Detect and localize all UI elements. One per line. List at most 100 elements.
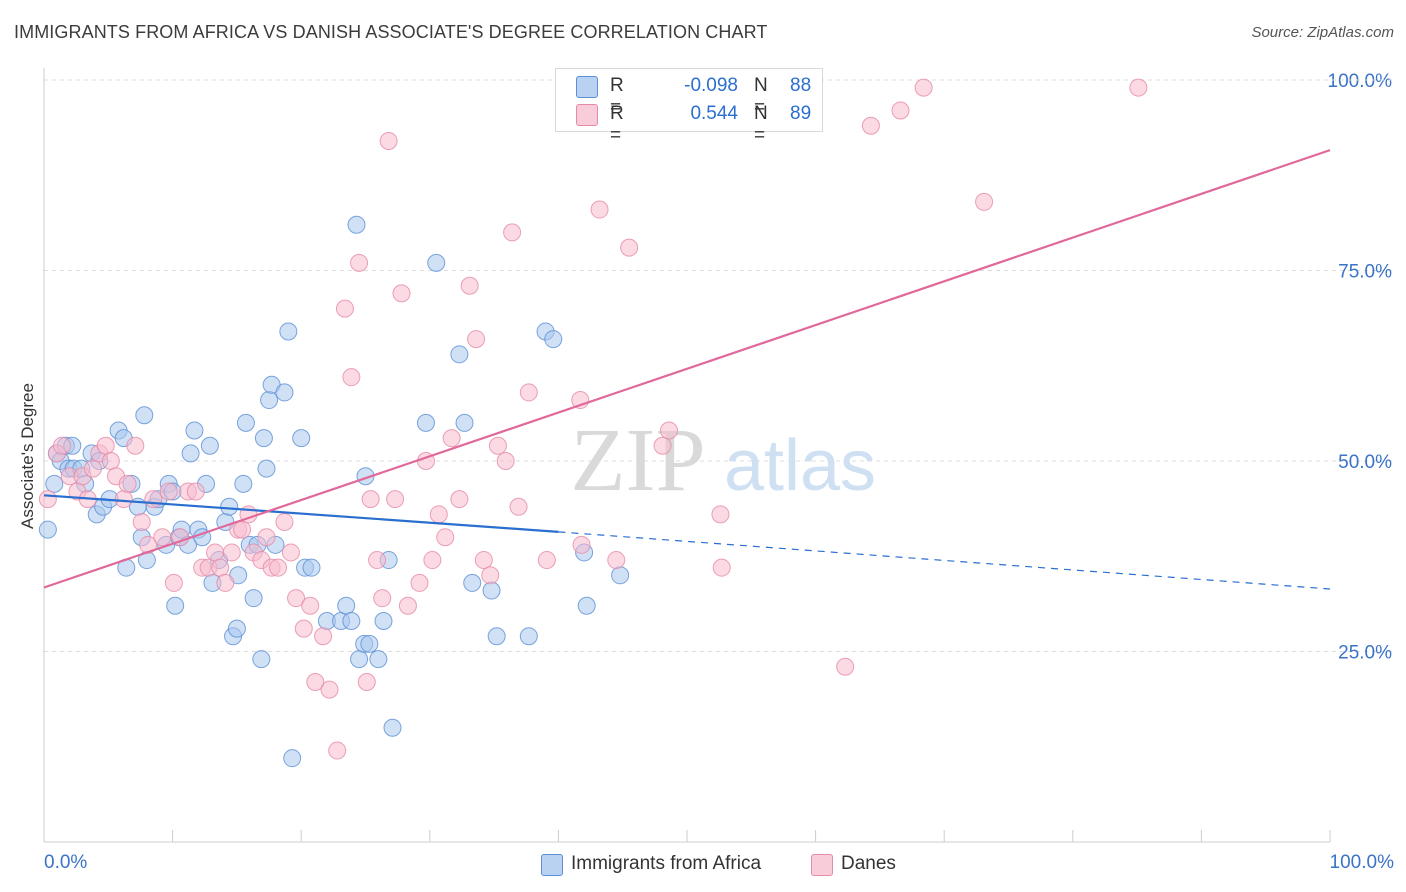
watermark-atlas: atlas	[724, 426, 876, 506]
danes-point	[423, 551, 442, 570]
africa-point	[234, 474, 253, 493]
danes-point	[653, 436, 672, 455]
danes-point	[294, 619, 313, 638]
danes-point	[503, 223, 522, 242]
danes-point	[320, 680, 339, 699]
africa-point	[220, 497, 239, 516]
africa-point	[283, 749, 302, 768]
danes-point	[386, 490, 405, 509]
danes-point	[392, 284, 411, 303]
danes-point	[467, 330, 486, 349]
africa-point	[227, 619, 246, 638]
danes-point	[357, 672, 376, 691]
africa-point	[463, 573, 482, 592]
africa-point	[257, 459, 276, 478]
africa-point	[455, 413, 474, 432]
africa-point	[45, 474, 64, 493]
danes-point	[153, 528, 172, 547]
danes-point	[410, 573, 429, 592]
africa-point	[374, 612, 393, 631]
africa-point	[244, 589, 263, 608]
danes-point	[450, 490, 469, 509]
danes-point	[335, 299, 354, 318]
africa-point	[482, 581, 501, 600]
danes-point	[206, 543, 225, 562]
danes-point	[164, 573, 183, 592]
africa-point	[487, 627, 506, 646]
danes-point	[607, 551, 626, 570]
africa-point	[279, 322, 298, 341]
danes-point	[314, 627, 333, 646]
danes-point	[460, 276, 479, 295]
danes-point	[861, 116, 880, 135]
x-tick-label-max: 100.0%	[1329, 852, 1394, 873]
danes-point	[659, 421, 678, 440]
danes-point	[287, 589, 306, 608]
danes-point	[328, 741, 347, 760]
chart-title: IMMIGRANTS FROM AFRICA VS DANISH ASSOCIA…	[14, 22, 768, 42]
africa-point	[577, 596, 596, 615]
africa-point	[383, 718, 402, 737]
danes-point	[132, 512, 151, 531]
danes-point	[301, 596, 320, 615]
africa-point	[252, 650, 271, 669]
africa-point	[360, 634, 379, 653]
stats-legend: R = -0.098 N = 88 R = 0.544 N = 89	[555, 68, 823, 146]
danes-point	[83, 459, 102, 478]
africa-point	[342, 612, 361, 631]
danes-point	[118, 474, 137, 493]
africa-point	[337, 596, 356, 615]
danes-point	[398, 596, 417, 615]
legend-r-value: 0.544	[690, 103, 738, 124]
africa-point	[275, 383, 294, 402]
danes-point	[342, 368, 361, 387]
danes-point	[96, 436, 115, 455]
africa-point	[427, 253, 446, 272]
danes-point	[101, 452, 120, 470]
africa-point	[135, 406, 154, 425]
danes-point	[891, 101, 910, 120]
danes-point	[442, 429, 461, 448]
danes-trend-line	[43, 149, 1331, 589]
africa-point	[302, 558, 321, 577]
danes-point	[139, 535, 158, 554]
danes-point	[481, 566, 500, 585]
danes-point	[306, 672, 325, 691]
bottom-legend-swatch-pink	[811, 854, 833, 876]
danes-point	[222, 543, 241, 562]
danes-point	[159, 482, 178, 501]
africa-point	[200, 436, 219, 455]
bottom-legend-swatch-blue	[541, 854, 563, 876]
danes-point	[368, 551, 387, 570]
africa-point	[350, 650, 369, 669]
legend-swatch-pink	[576, 104, 598, 126]
danes-point	[257, 528, 276, 547]
danes-point	[1129, 78, 1148, 97]
africa-trend-line	[43, 494, 559, 533]
africa-point	[292, 429, 311, 448]
danes-point	[216, 573, 235, 592]
x-tick-label-min: 0.0%	[44, 852, 88, 873]
danes-point	[126, 436, 145, 455]
y-tick-label: 100.0%	[1328, 71, 1393, 92]
y-tick-label: 75.0%	[1338, 262, 1392, 283]
africa-point	[519, 627, 538, 646]
danes-point	[836, 657, 855, 676]
y-tick-label: 25.0%	[1338, 643, 1392, 664]
legend-n-label: N =	[754, 75, 768, 118]
danes-point	[914, 78, 933, 97]
chart-source: Source: ZipAtlas.com	[1251, 24, 1394, 41]
danes-point	[537, 551, 556, 570]
danes-point	[53, 436, 72, 455]
danes-point	[211, 558, 230, 577]
africa-point	[450, 345, 469, 364]
danes-point	[572, 535, 591, 554]
y-axis-label: Associate's Degree	[18, 383, 37, 529]
legend-swatch-blue	[576, 76, 598, 98]
danes-point	[509, 497, 528, 516]
danes-point	[361, 490, 380, 509]
danes-point	[379, 131, 398, 150]
africa-point	[611, 566, 630, 585]
danes-point	[144, 490, 163, 509]
